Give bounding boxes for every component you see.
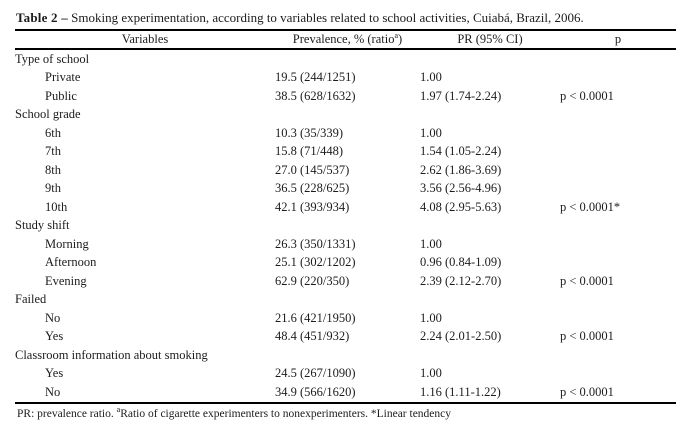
cell-p: p < 0.0001 <box>560 384 614 399</box>
cell-variable: Afternoon <box>45 255 97 270</box>
table-row: Private 19.5 (244/1251) 1.00 <box>15 69 676 88</box>
cell-p <box>560 161 676 180</box>
group-label: School grade <box>15 107 81 122</box>
cell-p <box>560 69 676 88</box>
cell-prevalence: 21.6 (421/1950) <box>275 310 356 325</box>
table-title: Table 2 – Smoking experimentation, accor… <box>16 9 675 26</box>
cell-pr: 2.39 (2.12-2.70) <box>420 273 502 288</box>
table-row: 6th 10.3 (35/339) 1.00 <box>15 124 676 143</box>
cell-variable: 6th <box>45 125 61 140</box>
column-header-p: p <box>614 32 622 46</box>
table-row: 10th 42.1 (393/934) 4.08 (2.95-5.63) p < 0.… <box>15 198 676 217</box>
data-table: Variables Prevalence, % (ratioa) PR (95%… <box>15 29 676 404</box>
cell-variable: No <box>45 384 61 399</box>
table-title-label: Table 2 – <box>16 10 68 25</box>
cell-variable: Morning <box>45 236 89 251</box>
column-header-pr: PR (95% CI) <box>457 32 523 46</box>
cell-pr: 2.62 (1.86-3.69) <box>420 162 502 177</box>
cell-pr: 1.00 <box>420 236 442 251</box>
group-label: Classroom information about smoking <box>15 347 208 362</box>
cell-p <box>560 124 676 143</box>
footnote-text-pre: PR: prevalence ratio. <box>17 407 117 420</box>
cell-prevalence: 48.4 (451/932) <box>275 329 350 344</box>
cell-prevalence: 42.1 (393/934) <box>275 199 350 214</box>
cell-variable: Public <box>45 88 77 103</box>
table-row: No 21.6 (421/1950) 1.00 <box>15 309 676 328</box>
cell-pr: 1.00 <box>420 366 442 381</box>
cell-p: p < 0.0001 <box>560 273 614 288</box>
table-row: Evening 62.9 (220/350) 2.39 (2.12-2.70) p <… <box>15 272 676 291</box>
cell-pr: 1.16 (1.11-1.22) <box>420 384 501 399</box>
group-label: Study shift <box>15 218 70 233</box>
cell-pr: 3.56 (2.56-4.96) <box>420 181 502 196</box>
cell-pr: 1.54 (1.05-2.24) <box>420 144 502 159</box>
cell-variable: Yes <box>45 366 64 381</box>
cell-p <box>560 254 676 273</box>
cell-prevalence: 15.8 (71/448) <box>275 144 344 159</box>
group-row: Failed <box>15 291 676 310</box>
cell-pr: 0.96 (0.84-1.09) <box>420 255 502 270</box>
cell-p <box>560 143 676 162</box>
table-row: No 34.9 (566/1620) 1.16 (1.11-1.22) p < 0.0… <box>15 383 676 403</box>
cell-prevalence: 38.5 (628/1632) <box>275 88 356 103</box>
cell-pr: 1.00 <box>420 70 442 85</box>
table-row: Public 38.5 (628/1632) 1.97 (1.74-2.24) p <… <box>15 87 676 106</box>
cell-prevalence: 19.5 (244/1251) <box>275 70 356 85</box>
cell-prevalence: 25.1 (302/1202) <box>275 255 356 270</box>
table-row: 8th 27.0 (145/537) 2.62 (1.86-3.69) <box>15 161 676 180</box>
column-header-variables: Variables <box>121 32 169 46</box>
cell-variable: Private <box>45 70 81 85</box>
footnote-text-post: Ratio of cigarette experimenters to none… <box>120 407 452 420</box>
table-footnote: PR: prevalence ratio. aRatio of cigarett… <box>17 404 696 420</box>
cell-pr: 1.00 <box>420 125 442 140</box>
table-row: Afternoon 25.1 (302/1202) 0.96 (0.84-1.09) <box>15 254 676 273</box>
cell-variable: No <box>45 310 61 325</box>
cell-prevalence: 34.9 (566/1620) <box>275 384 356 399</box>
cell-prevalence: 24.5 (267/1090) <box>275 366 356 381</box>
table-row: Morning 26.3 (350/1331) 1.00 <box>15 235 676 254</box>
cell-p <box>560 309 676 328</box>
cell-p: p < 0.0001* <box>560 199 621 214</box>
cell-variable: 10th <box>45 199 68 214</box>
cell-pr: 1.97 (1.74-2.24) <box>420 88 502 103</box>
group-row: Type of school <box>15 49 676 69</box>
table-body: Type of school Private 19.5 (244/1251) 1.00… <box>15 49 676 403</box>
cell-variable: Evening <box>45 273 87 288</box>
cell-variable: 7th <box>45 144 61 159</box>
column-header-prevalence: Prevalence, % (ratioa) <box>275 30 420 49</box>
table-row: Yes 24.5 (267/1090) 1.00 <box>15 365 676 384</box>
cell-variable: 8th <box>45 162 61 177</box>
cell-p: p < 0.0001 <box>560 329 614 344</box>
table-row: 9th 36.5 (228/625) 3.56 (2.56-4.96) <box>15 180 676 199</box>
footnote-superscript: a <box>116 404 121 414</box>
cell-p <box>560 235 676 254</box>
cell-prevalence: 26.3 (350/1331) <box>275 236 356 251</box>
group-row: School grade <box>15 106 676 125</box>
table-title-text: Smoking experimentation, according to va… <box>71 10 584 25</box>
header-row: Variables Prevalence, % (ratioa) PR (95%… <box>15 30 676 49</box>
cell-variable: Yes <box>45 329 64 344</box>
cell-variable: 9th <box>45 181 61 196</box>
cell-prevalence: 36.5 (228/625) <box>275 181 350 196</box>
column-header-prevalence-text: Prevalence, % (ratio <box>292 32 395 46</box>
group-label: Type of school <box>15 51 90 66</box>
cell-pr: 2.24 (2.01-2.50) <box>420 329 502 344</box>
group-row: Classroom information about smoking <box>15 346 676 365</box>
prevalence-superscript: a <box>394 30 399 40</box>
cell-prevalence: 27.0 (145/537) <box>275 162 350 177</box>
cell-prevalence: 10.3 (35/339) <box>275 125 344 140</box>
column-header-prevalence-close: ) <box>398 32 403 46</box>
cell-pr: 4.08 (2.95-5.63) <box>420 199 502 214</box>
group-row: Study shift <box>15 217 676 236</box>
table-row: 7th 15.8 (71/448) 1.54 (1.05-2.24) <box>15 143 676 162</box>
cell-p <box>560 365 676 384</box>
cell-p <box>560 180 676 199</box>
cell-prevalence: 62.9 (220/350) <box>275 273 350 288</box>
cell-pr: 1.00 <box>420 310 442 325</box>
group-label: Failed <box>15 292 47 307</box>
table-row: Yes 48.4 (451/932) 2.24 (2.01-2.50) p < 0.0… <box>15 328 676 347</box>
cell-p: p < 0.0001 <box>560 88 614 103</box>
